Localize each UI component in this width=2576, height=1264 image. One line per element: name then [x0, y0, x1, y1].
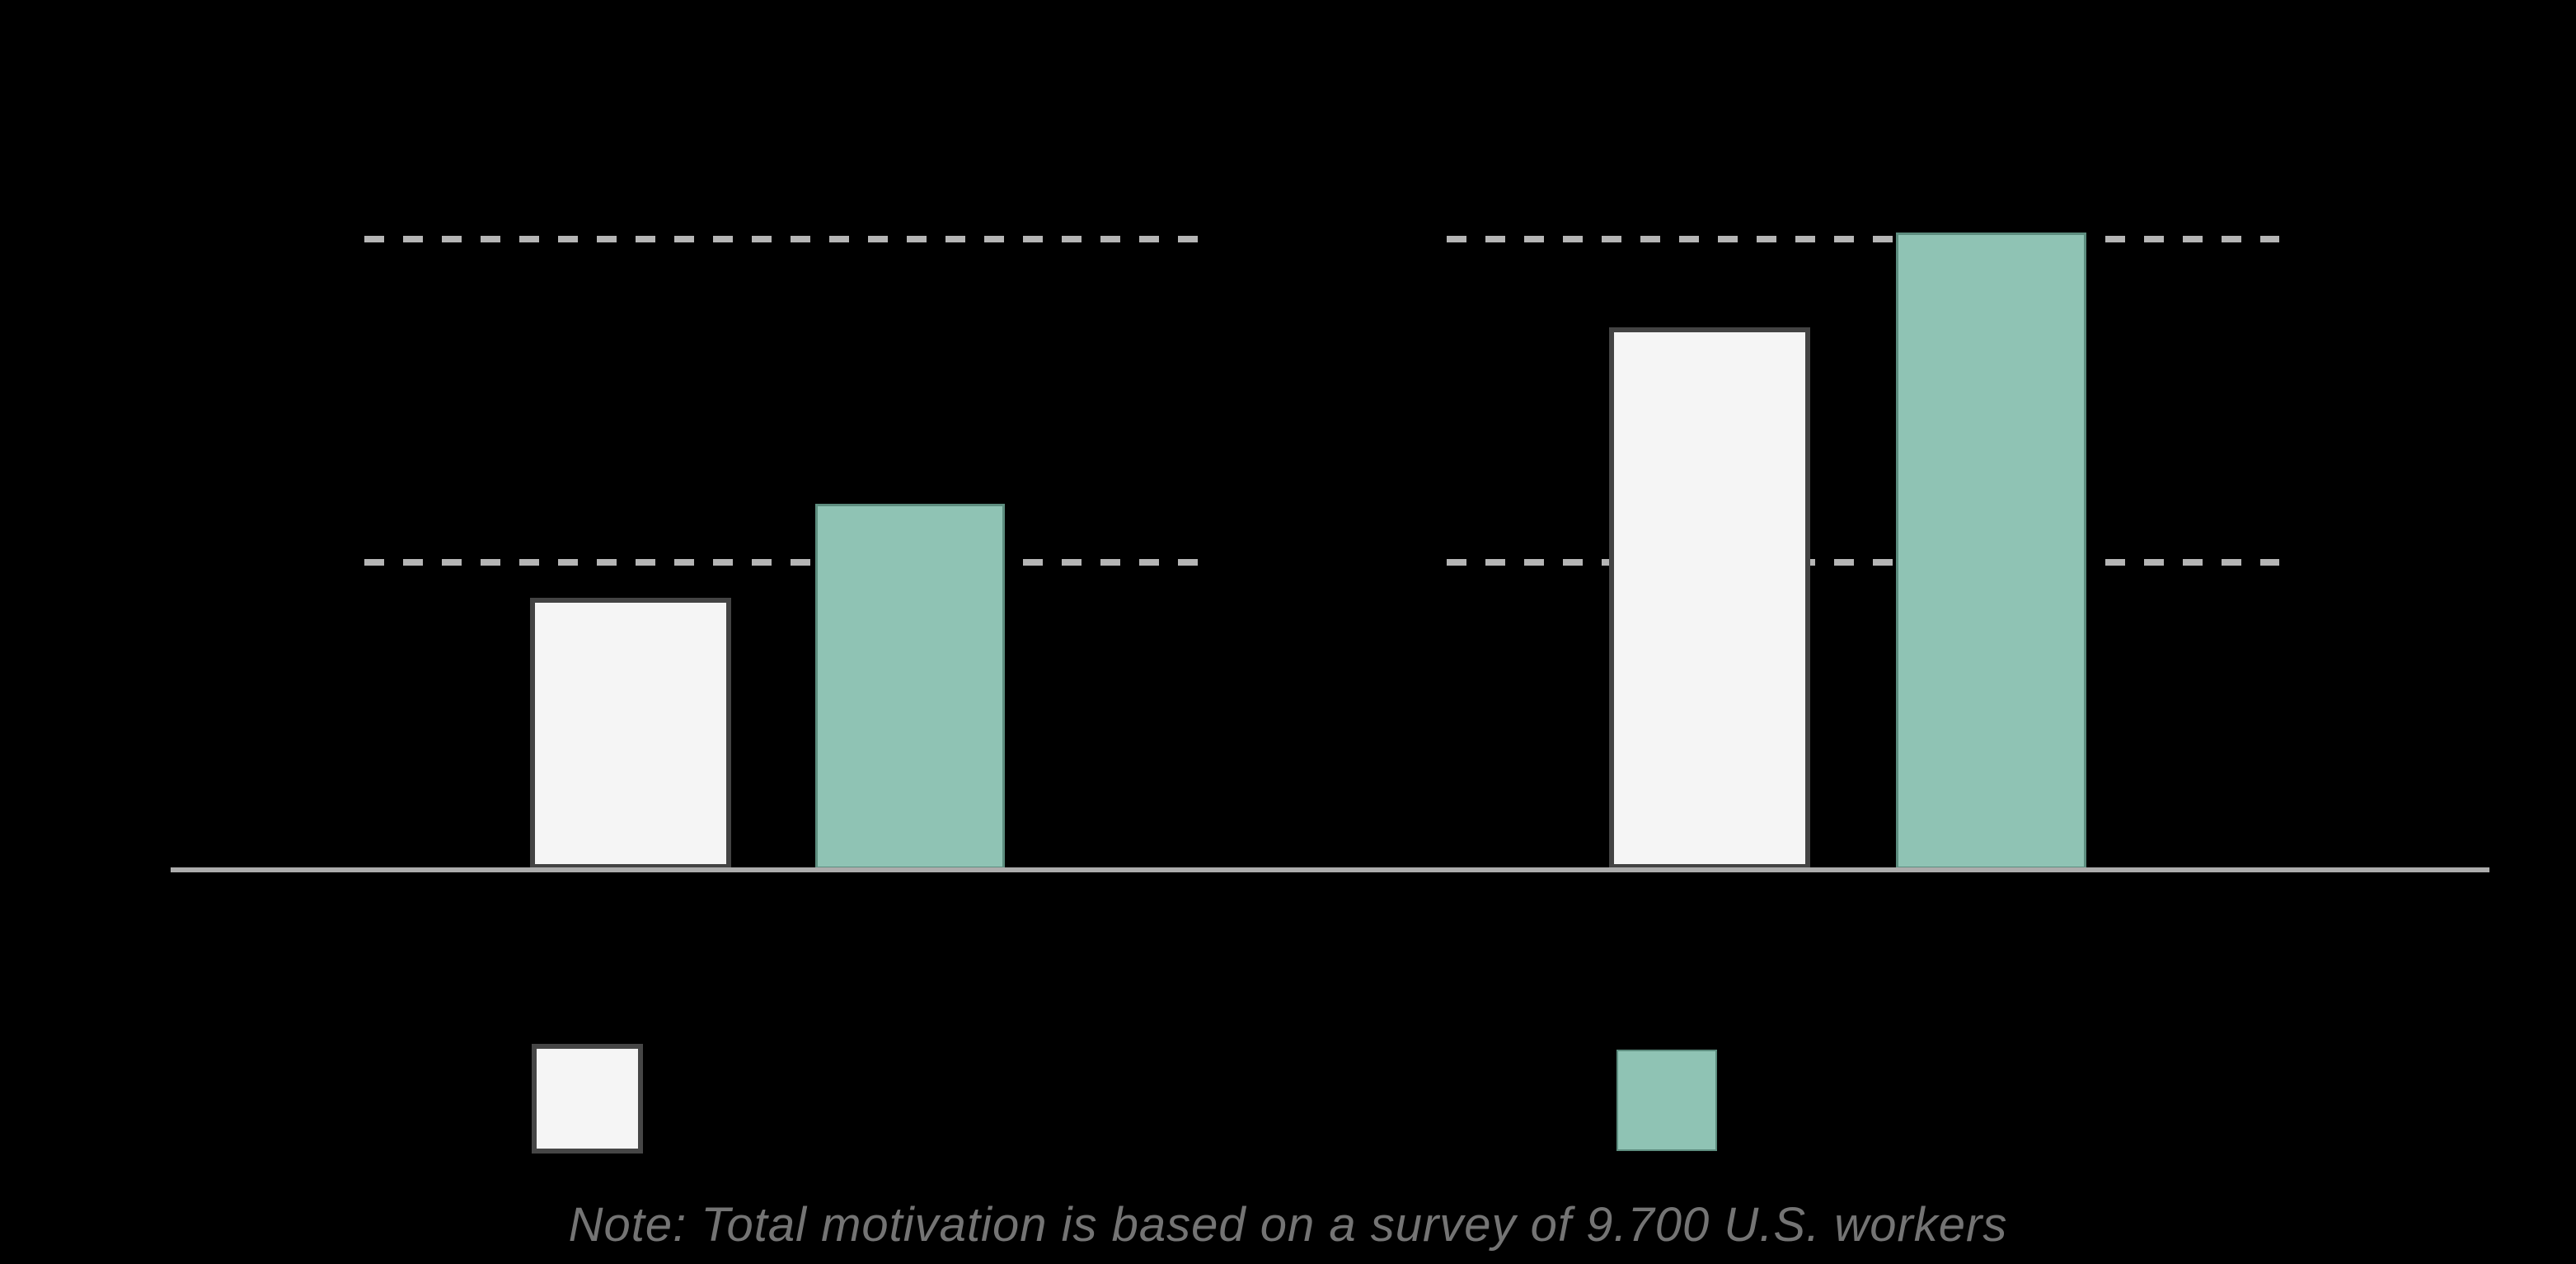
- legend-swatch-series2: [1616, 1050, 1717, 1151]
- bar-group2-series2: [1896, 233, 2086, 869]
- middle-gridline-group1: [364, 559, 1199, 566]
- top-gridline-group2: [1447, 236, 2279, 242]
- x-axis-line: [171, 867, 2489, 872]
- legend-swatch-series1: [532, 1044, 643, 1154]
- bar-group1-series2: [815, 504, 1005, 869]
- top-gridline-group1: [364, 236, 1199, 242]
- middle-gridline-group2: [1447, 559, 2279, 566]
- footnote: Note: Total motivation is based on a sur…: [568, 1198, 2008, 1252]
- bar-group1-series1: [530, 598, 731, 869]
- bar-group2-series1: [1609, 327, 1810, 869]
